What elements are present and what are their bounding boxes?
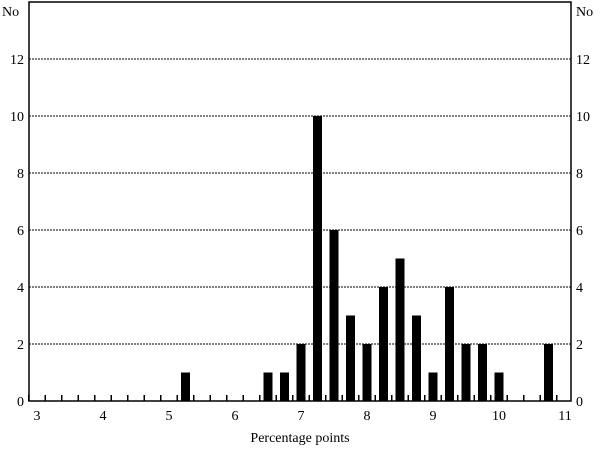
x-tick-label: 5: [166, 409, 173, 424]
x-tick-label: 9: [430, 409, 437, 424]
y-tick-label-left: 4: [17, 281, 24, 296]
y-axis-label-right: No: [576, 5, 593, 20]
y-tick-label-right: 4: [576, 281, 583, 296]
y-tick-label-right: 12: [576, 53, 590, 68]
y-tick-label-right: 8: [576, 167, 583, 182]
x-tick-label: 6: [232, 409, 239, 424]
bar: [280, 372, 289, 401]
bar: [296, 344, 306, 401]
plot-frame: [28, 1, 572, 402]
bar: [395, 258, 405, 401]
y-tick-label-left: 6: [17, 224, 24, 239]
y-tick-label-right: 10: [576, 110, 590, 125]
bar: [263, 372, 273, 401]
y-tick-label-left: 2: [17, 338, 24, 353]
bar: [461, 344, 471, 401]
bar: [329, 230, 339, 401]
bar: [346, 315, 355, 401]
x-tick-label: 11: [558, 409, 571, 424]
y-tick-label-left: 0: [17, 395, 24, 410]
x-tick-label: 10: [492, 409, 506, 424]
y-tick-label-right: 0: [576, 395, 583, 410]
y-tick-label-left: 8: [17, 167, 24, 182]
gridlines: [29, 58, 571, 345]
y-tick-label-right: 2: [576, 338, 583, 353]
bar: [494, 372, 504, 401]
bar: [313, 116, 322, 401]
y-tick-label-left: 12: [10, 53, 24, 68]
y-axis-label-left: No: [2, 5, 19, 20]
bar: [379, 287, 388, 401]
x-tick-label: 7: [298, 409, 305, 424]
x-tick-label: 4: [100, 409, 107, 424]
axes: 0 0 2 2 4 4 6 6 8 8 10 10 12 12 3 4 5 6 7 8 9 10 11: [10, 1, 590, 424]
bar: [445, 287, 454, 401]
y-tick-label-left: 10: [10, 110, 24, 125]
bar: [478, 344, 487, 401]
bar: [412, 315, 421, 401]
bar: [181, 372, 190, 401]
y-tick-label-right: 6: [576, 224, 583, 239]
x-tick-label: 8: [364, 409, 371, 424]
x-tick-label: 3: [34, 409, 41, 424]
bars: [181, 116, 553, 401]
x-axis-label: Percentage points: [250, 431, 349, 446]
bar: [544, 344, 553, 401]
bar: [362, 344, 372, 401]
bar: [428, 372, 438, 401]
